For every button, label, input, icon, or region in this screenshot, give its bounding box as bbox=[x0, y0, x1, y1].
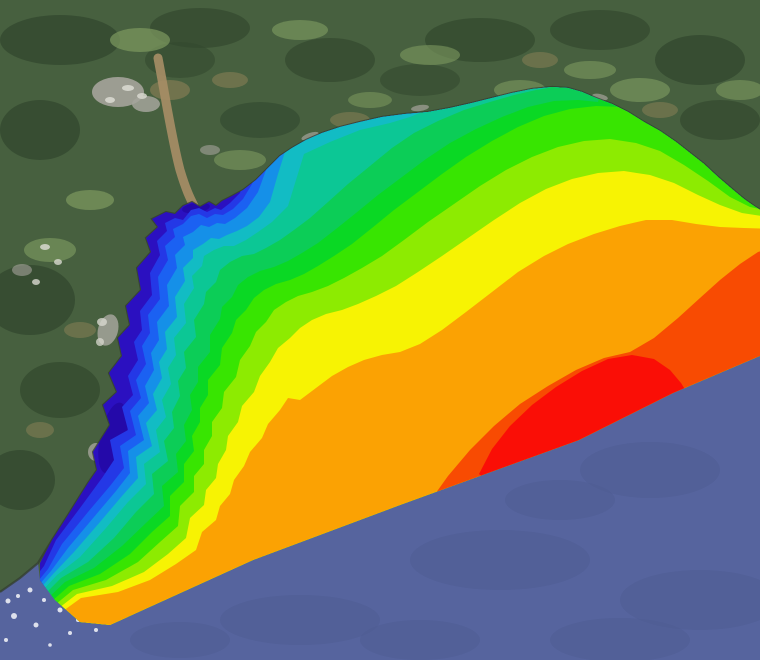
river-estuary bbox=[153, 53, 199, 211]
contour-band-max bbox=[479, 355, 689, 488]
surf-whitewater bbox=[4, 587, 98, 647]
